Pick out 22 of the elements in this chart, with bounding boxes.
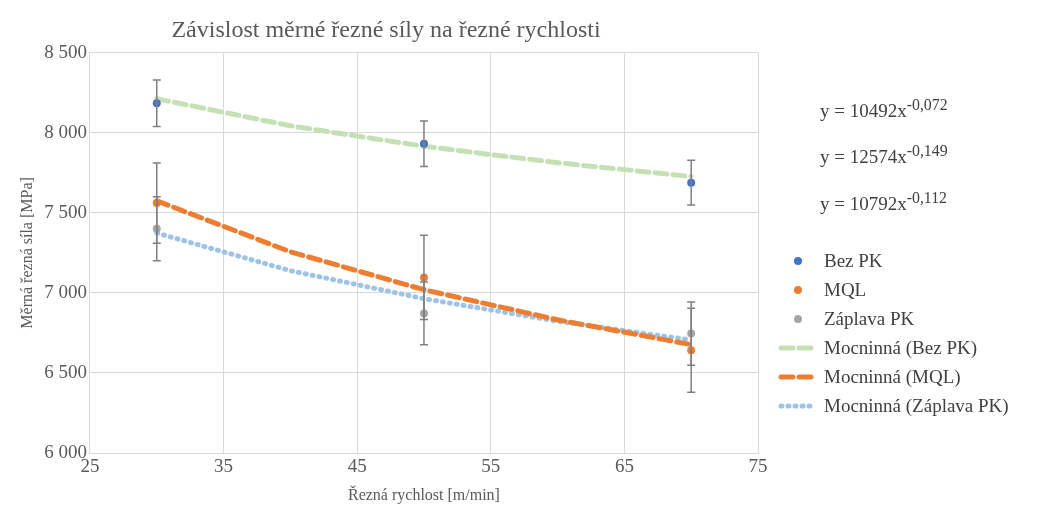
x-tick-label: 35 [214, 455, 234, 477]
y-tick-label: 8 500 [44, 40, 87, 62]
y-tick-label: 7 000 [44, 280, 87, 302]
legend-label: MQL [824, 278, 867, 301]
x-tick-label: 65 [614, 455, 634, 477]
legend-label: Mocninná (MQL) [824, 365, 961, 388]
x-tick-label: 55 [481, 455, 501, 477]
x-axis-title: Řezná rychlost [m/min] [347, 484, 500, 504]
text: y = 10492x$^{-0,072}$ [820, 96, 948, 123]
legend-label: Mocninná (Záplava PK) [824, 394, 1009, 417]
x-tick-label: 45 [347, 455, 367, 477]
legend-label: Bez PK [824, 249, 883, 272]
x-tick-label: 75 [748, 455, 768, 477]
legend-label: Mocninná (Bez PK) [824, 336, 978, 359]
y-tick-label: 6 500 [44, 360, 87, 382]
y-tick-label: 8 000 [44, 120, 87, 142]
chart-title: Závislost měrné řezné síly na řezné rychlosti [171, 15, 601, 42]
legend-label: Záplava PK [824, 307, 915, 330]
y-tick-label: 7 500 [44, 200, 87, 222]
y-axis-title: Měrná řezná síla [MPa] [17, 177, 35, 329]
text: y = 12574x$^{-0,149}$ [820, 142, 948, 169]
text: y = 10792x$^{-0,112}$ [820, 188, 948, 215]
